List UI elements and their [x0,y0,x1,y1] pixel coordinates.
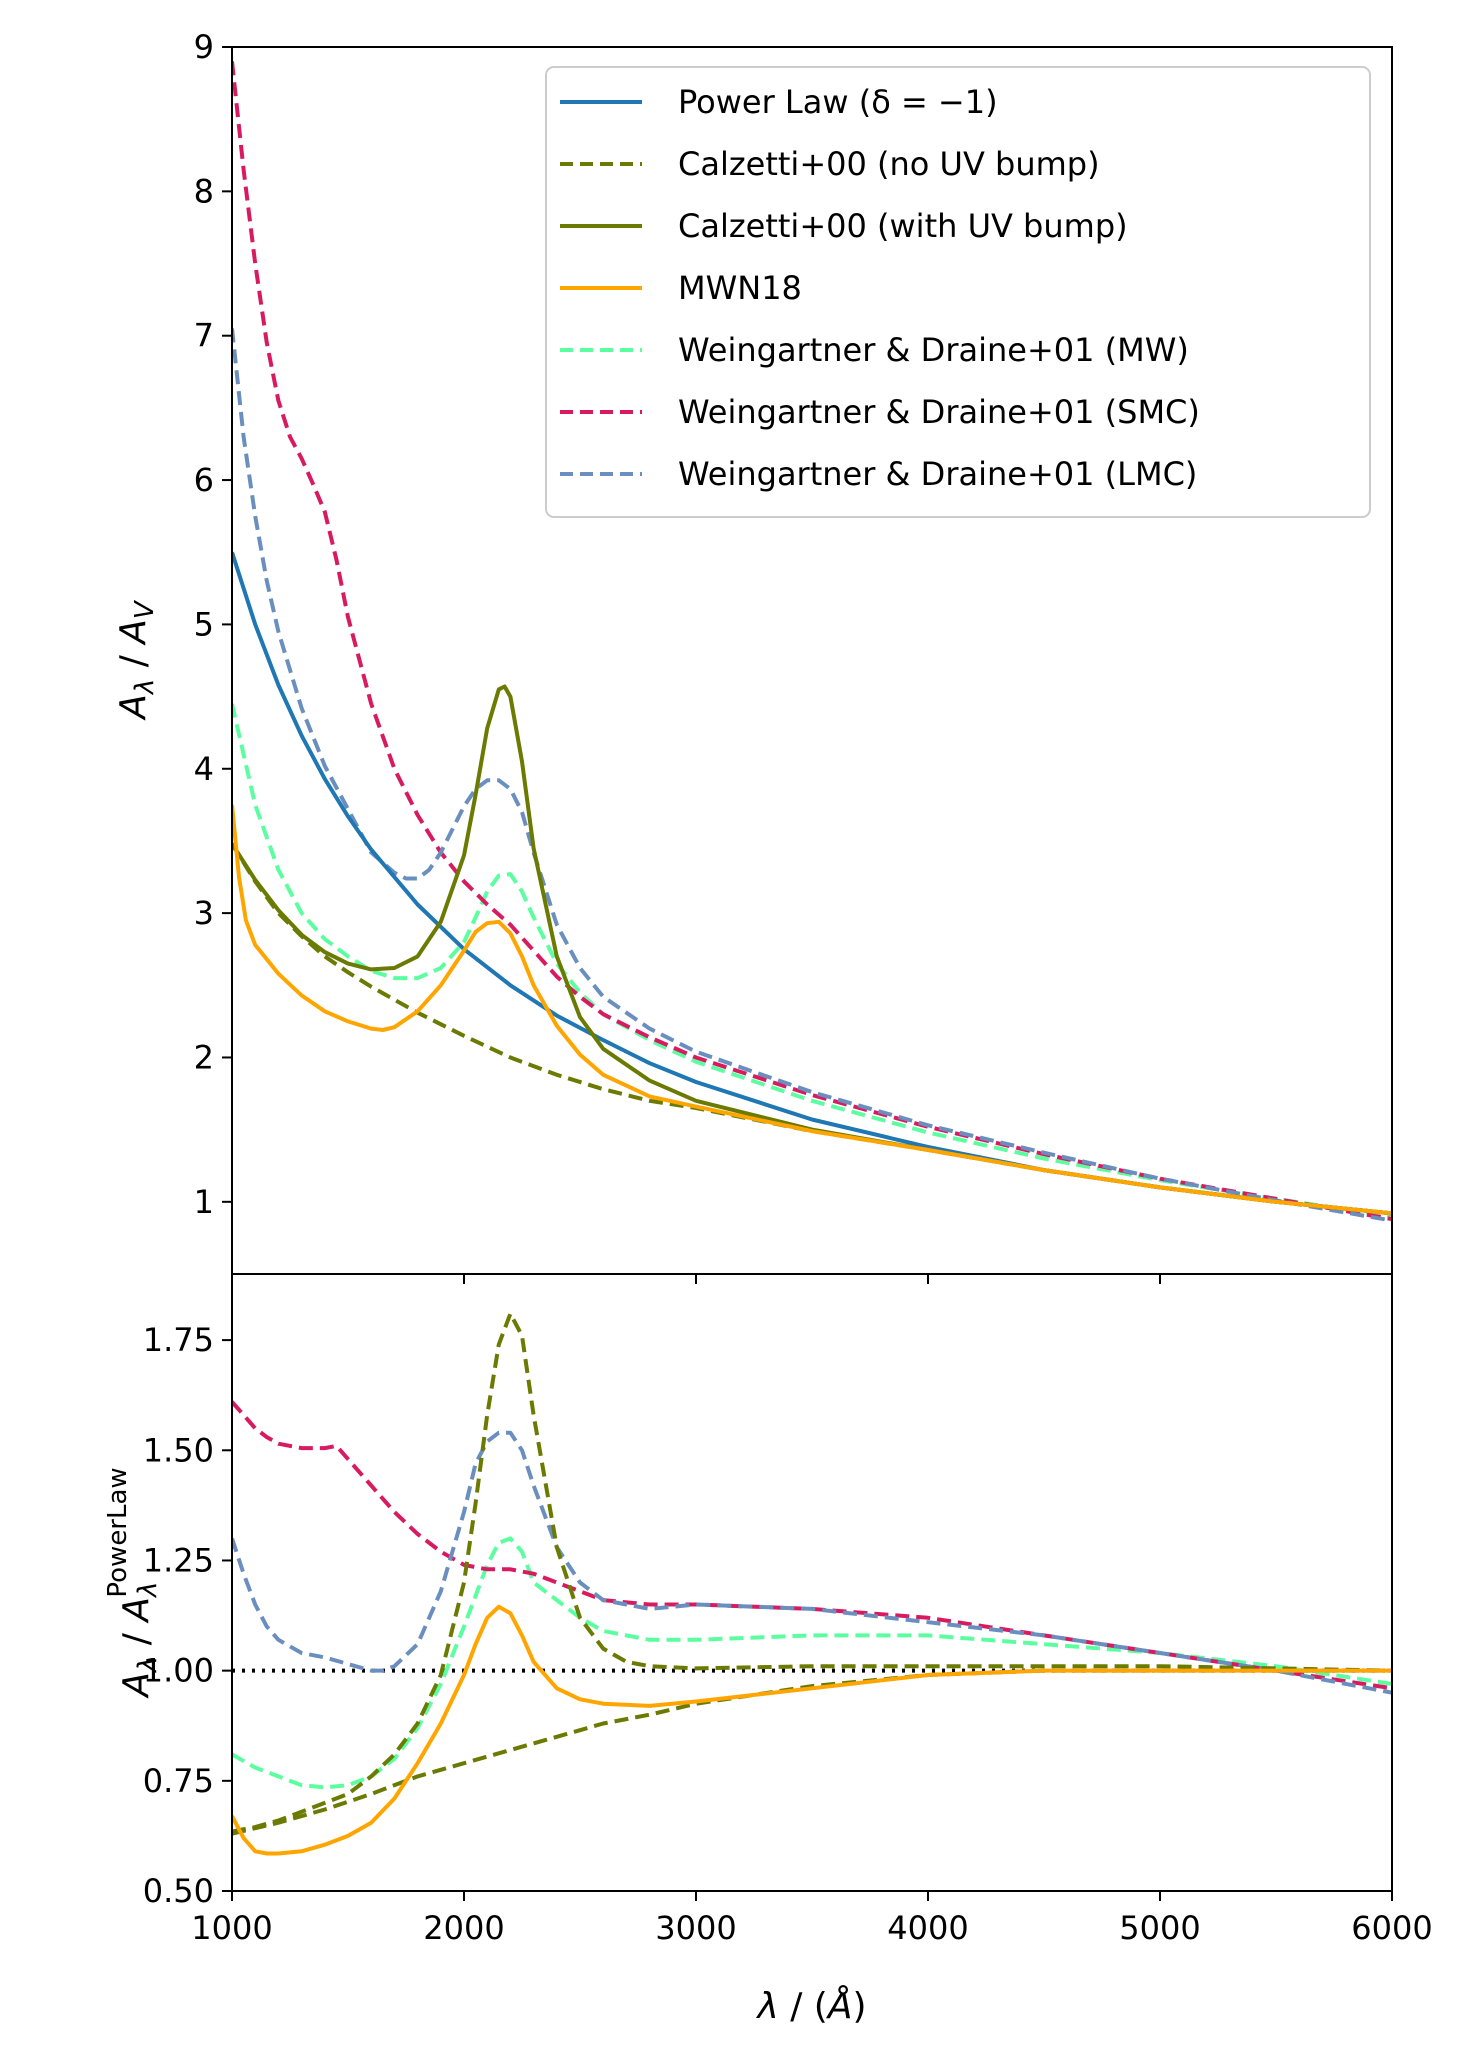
bottom-xtick-label: 5000 [1119,1909,1200,1947]
top-series-weingartner-draine-01-smc-dashed [232,61,1392,1222]
top-ytick-label: 7 [194,317,214,355]
top-ytick-label: 4 [194,750,214,788]
legend-label-calzetti-00-with-uv-bump: Calzetti+00 (with UV bump) [678,207,1128,245]
bottom-series-weingartner-draine-01-lmc-dashed [232,1430,1392,1695]
bottom-series-weingartner-draine-01-mw-dashed [232,1536,1392,1790]
bottom-panel: 0.50 0.75 1.00 1.25 1.50 1.75 1000 2000 3000 4000… [103,1273,1433,2027]
top-series-weingartner-draine-01-lmc-dashed [232,328,1392,1223]
bottom-series-calzetti-00-with-uv-bump-dashed [232,1311,1392,1834]
top-axis-ticks: 1 2 3 4 5 6 7 8 9 [194,28,1161,1284]
top-ytick-label: 5 [194,605,214,643]
bottom-series-group [232,1311,1392,1856]
bottom-series-mwn18 [232,1604,1392,1856]
top-ytick-label: 2 [194,1038,214,1076]
legend-label-weingartner-draine-01-mw: Weingartner & Draine+01 (MW) [678,331,1189,369]
bottom-xtick-label: 1000 [191,1909,272,1947]
bottom-ytick-label: 1.75 [143,1321,214,1359]
bottom-ytick-label: 1.50 [143,1431,214,1469]
legend-box [545,66,1371,518]
legend-label-calzetti-00-no-uv-bump: Calzetti+00 (no UV bump) [678,145,1100,183]
bottom-ytick-label: 1.25 [143,1541,214,1579]
x-axis-label: λ / (Å) [755,1984,866,2027]
top-ytick-label: 6 [194,461,214,499]
bottom-xtick-label: 2000 [423,1909,504,1947]
top-ytick-label: 1 [194,1183,214,1221]
legend: Power Law (δ = −1) Calzetti+00 (no UV bum… [545,66,1371,518]
bottom-xtick-label: 6000 [1351,1909,1432,1947]
top-y-axis-label: Aλ / AV [113,599,160,721]
top-series-group [232,61,1392,1223]
bottom-series-weingartner-draine-01-smc-dashed [232,1400,1392,1691]
bottom-axes-frame [231,1273,1393,1892]
bottom-ytick-label: 0.50 [143,1872,214,1910]
top-ytick-label: 8 [194,172,214,210]
legend-entries: Power Law (δ = −1) Calzetti+00 (no UV bum… [560,83,1200,493]
bottom-y-axis-label: Aλ / AλPowerLaw [103,1467,163,1698]
top-ytick-label: 3 [194,894,214,932]
top-ytick-label: 9 [194,28,214,66]
bottom-axis-ticks: 0.50 0.75 1.00 1.25 1.50 1.75 1000 2000 3000 4000… [143,1321,1433,1947]
top-series-mwn18 [232,804,1392,1216]
top-panel: 1 2 3 4 5 6 7 8 9 Aλ / AV Power Law (δ = −1) Calz… [113,28,1393,1284]
bottom-xtick-label: 4000 [887,1909,968,1947]
legend-label-weingartner-draine-01-lmc: Weingartner & Draine+01 (LMC) [678,455,1197,493]
bottom-xtick-label: 3000 [655,1909,736,1947]
bottom-ytick-label: 0.75 [143,1762,214,1800]
legend-label-mwn18: MWN18 [678,269,802,307]
legend-label-power-law-1: Power Law (δ = −1) [678,83,998,121]
bottom-ytick-label: 1.00 [143,1652,214,1690]
legend-label-weingartner-draine-01-smc: Weingartner & Draine+01 (SMC) [678,393,1200,431]
